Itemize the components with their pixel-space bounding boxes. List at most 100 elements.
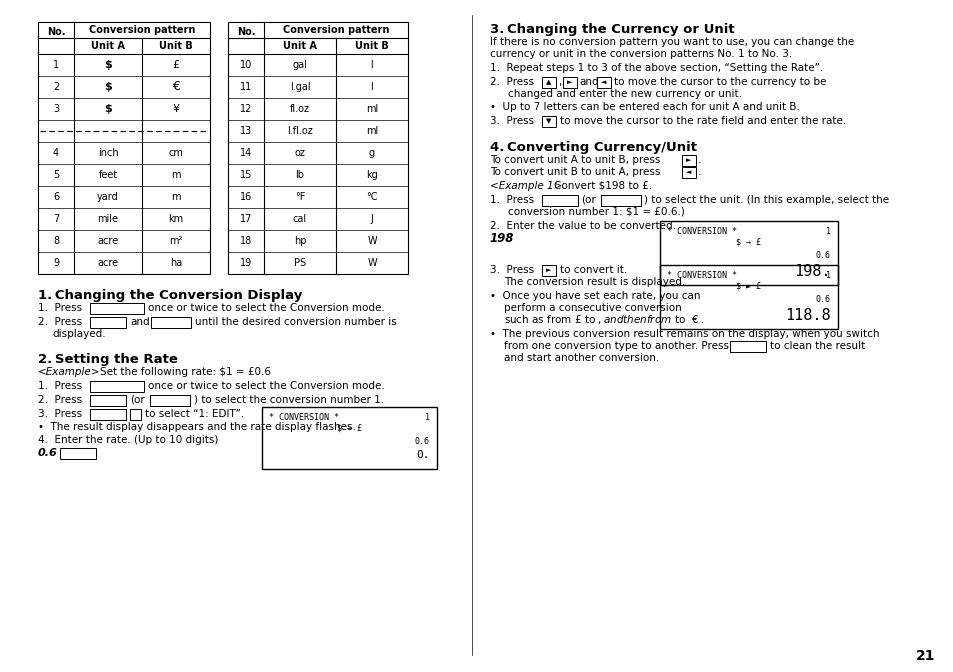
Text: 0.6: 0.6 — [415, 437, 430, 446]
Text: 1.  Press: 1. Press — [490, 195, 534, 205]
Text: W: W — [367, 236, 376, 246]
Text: 10: 10 — [239, 60, 252, 70]
Text: PS: PS — [294, 258, 306, 268]
Text: W: W — [367, 258, 376, 268]
Text: Unit B: Unit B — [355, 41, 389, 51]
Text: mile: mile — [97, 214, 118, 224]
Bar — [597, 77, 610, 88]
Text: 3: 3 — [52, 104, 59, 114]
Text: 198: 198 — [490, 233, 514, 245]
Text: $ ► £: $ ► £ — [736, 282, 760, 290]
Text: 7: 7 — [52, 214, 59, 224]
Text: Conversion pattern: Conversion pattern — [89, 25, 195, 35]
Text: 3.  Press: 3. Press — [490, 265, 534, 275]
Text: m: m — [172, 170, 180, 180]
Bar — [541, 195, 578, 206]
Bar — [151, 317, 191, 328]
Bar — [90, 395, 126, 406]
Bar — [600, 195, 640, 206]
Text: changed and enter the new currency or unit.: changed and enter the new currency or un… — [507, 89, 741, 99]
Text: 3.  Press: 3. Press — [490, 116, 534, 126]
Text: Unit A: Unit A — [91, 41, 125, 51]
Text: 3. Changing the Currency or Unit: 3. Changing the Currency or Unit — [490, 24, 734, 36]
Text: 1: 1 — [825, 226, 830, 235]
Text: 16: 16 — [239, 192, 252, 202]
Bar — [541, 116, 556, 127]
Text: displayed.: displayed. — [52, 329, 106, 339]
Text: 1.  Press: 1. Press — [38, 381, 82, 391]
Text: 118.8: 118.8 — [784, 308, 830, 323]
Text: 1.  Repeat steps 1 to 3 of the above section, “Setting the Rate”.: 1. Repeat steps 1 to 3 of the above sect… — [490, 63, 822, 73]
Text: cm: cm — [169, 148, 183, 158]
Text: 2.  Press: 2. Press — [38, 395, 82, 405]
Text: l.fl.oz: l.fl.oz — [287, 126, 313, 136]
Bar — [60, 448, 96, 459]
Text: ►: ► — [566, 79, 572, 85]
Text: .: . — [698, 167, 700, 177]
Text: m: m — [172, 192, 180, 202]
Text: 1.  Press: 1. Press — [38, 303, 82, 313]
Bar — [729, 341, 765, 352]
Bar — [90, 409, 126, 420]
Bar — [130, 409, 141, 420]
Text: currency or unit in the conversion patterns No. 1 to No. 3.: currency or unit in the conversion patte… — [490, 49, 791, 59]
Text: until the desired conversion number is: until the desired conversion number is — [194, 317, 396, 327]
Text: 0.6: 0.6 — [815, 294, 830, 304]
Text: Set the following rate: $1 = £0.6: Set the following rate: $1 = £0.6 — [100, 367, 271, 377]
Text: 19: 19 — [239, 258, 252, 268]
Text: ml: ml — [366, 104, 377, 114]
Text: 8: 8 — [52, 236, 59, 246]
Text: km: km — [169, 214, 183, 224]
Text: <Example 1>: <Example 1> — [490, 181, 561, 191]
Text: to clean the result: to clean the result — [769, 341, 864, 351]
Text: fl.oz: fl.oz — [290, 104, 310, 114]
Text: 17: 17 — [239, 214, 252, 224]
Text: 198.: 198. — [794, 263, 830, 278]
Text: from one conversion type to another. Press: from one conversion type to another. Pre… — [503, 341, 728, 351]
Text: €: € — [172, 81, 180, 93]
Text: cal: cal — [293, 214, 307, 224]
Text: 2. Setting the Rate: 2. Setting the Rate — [38, 353, 177, 366]
Text: oz: oz — [294, 148, 305, 158]
Text: feet: feet — [98, 170, 117, 180]
Text: •  Up to 7 letters can be entered each for unit A and unit B.: • Up to 7 letters can be entered each fo… — [490, 102, 799, 112]
Text: $: $ — [104, 104, 112, 114]
Text: yard: yard — [97, 192, 119, 202]
Text: ▲: ▲ — [545, 79, 551, 85]
Text: ha: ha — [170, 258, 182, 268]
Text: To convert unit B to unit A, press: To convert unit B to unit A, press — [490, 167, 659, 177]
Text: conversion number 1: $1 = £0.6.): conversion number 1: $1 = £0.6.) — [507, 207, 684, 217]
Text: ¥: ¥ — [172, 104, 179, 114]
Bar — [38, 22, 210, 274]
Bar — [90, 303, 144, 314]
Text: ►: ► — [685, 157, 691, 163]
Text: 1: 1 — [52, 60, 59, 70]
Text: 0.: 0. — [416, 450, 430, 460]
Text: 5: 5 — [52, 170, 59, 180]
Bar — [659, 221, 837, 285]
Text: Unit A: Unit A — [283, 41, 316, 51]
Text: * CONVERSION *: * CONVERSION * — [269, 413, 338, 421]
Text: °C: °C — [366, 192, 377, 202]
Text: •  Once you have set each rate, you can: • Once you have set each rate, you can — [490, 291, 700, 301]
Text: 6: 6 — [52, 192, 59, 202]
Text: to move the cursor to the rate field and enter the rate.: to move the cursor to the rate field and… — [559, 116, 845, 126]
Text: 1: 1 — [825, 271, 830, 280]
Text: 1. Changing the Conversion Display: 1. Changing the Conversion Display — [38, 290, 302, 302]
Text: 15: 15 — [239, 170, 252, 180]
Text: 2.  Enter the value to be converted.: 2. Enter the value to be converted. — [490, 221, 676, 231]
Text: once or twice to select the Conversion mode.: once or twice to select the Conversion m… — [148, 303, 384, 313]
Text: 0.6: 0.6 — [815, 251, 830, 259]
Text: 2.  Press: 2. Press — [38, 317, 82, 327]
Text: ) to select the unit. (In this example, select the: ) to select the unit. (In this example, … — [643, 195, 888, 205]
Text: and start another conversion.: and start another conversion. — [503, 353, 659, 363]
Text: 4: 4 — [52, 148, 59, 158]
Bar — [262, 407, 436, 469]
Text: 4. Converting Currency/Unit: 4. Converting Currency/Unit — [490, 142, 697, 155]
Text: once or twice to select the Conversion mode.: once or twice to select the Conversion m… — [148, 381, 384, 391]
Text: .: . — [698, 155, 700, 165]
Text: J: J — [370, 214, 373, 224]
Text: g: g — [369, 148, 375, 158]
Text: (or: (or — [580, 195, 595, 205]
Text: kg: kg — [366, 170, 377, 180]
